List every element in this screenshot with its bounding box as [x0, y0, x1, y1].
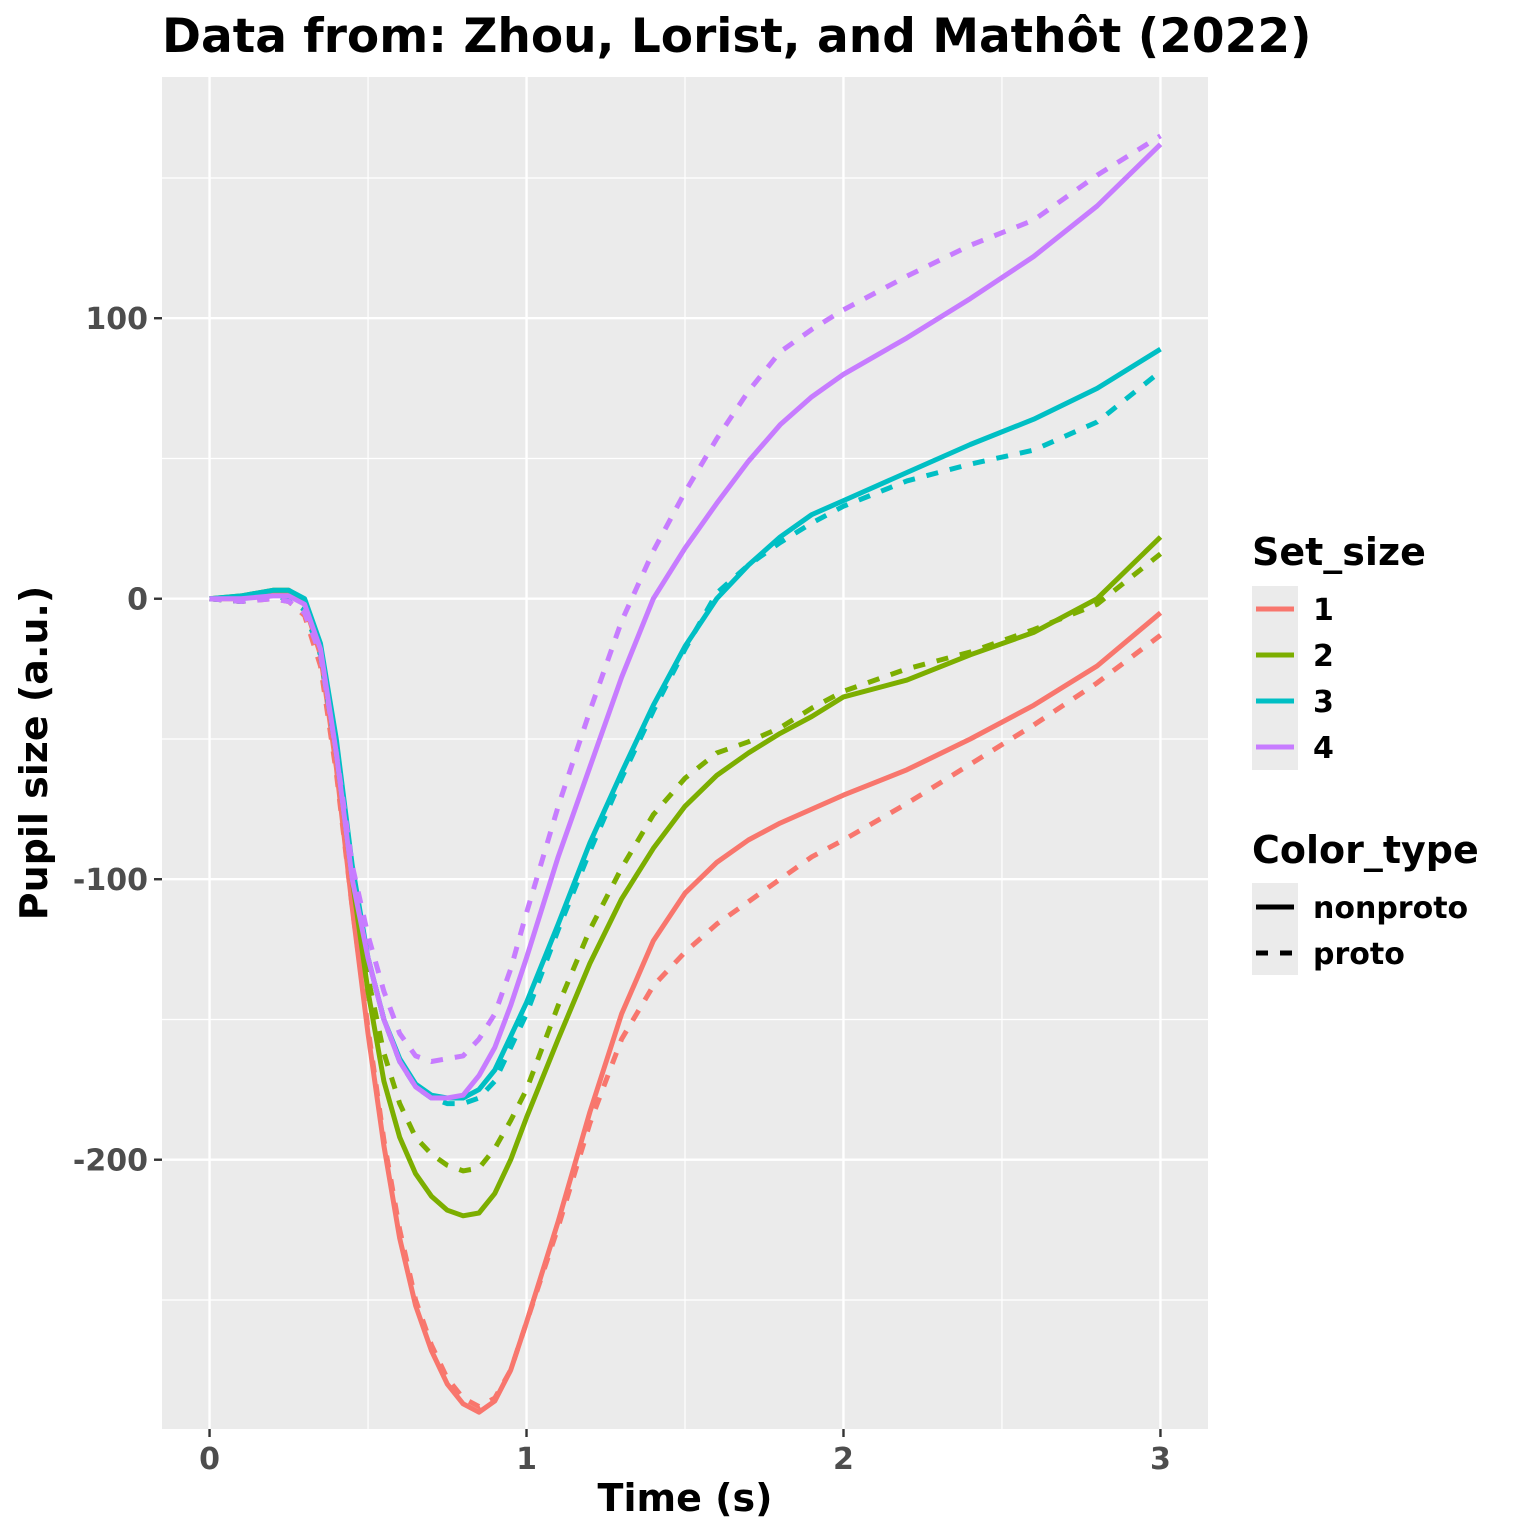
legend-label-setsize: 1 — [1313, 593, 1334, 628]
x-axis-title: Time (s) — [598, 1476, 773, 1520]
series-line-setsize-4-proto — [209, 133, 1162, 1064]
legend-label-setsize: 2 — [1313, 639, 1334, 674]
x-tick-label: 1 — [516, 1442, 537, 1477]
y-axis-title: Pupil size (a.u.) — [12, 586, 56, 920]
x-tick-label: 0 — [199, 1442, 220, 1477]
y-tick-label: -100 — [73, 863, 148, 898]
grid-lines — [162, 77, 1208, 1429]
legend-label-colortype: proto — [1313, 937, 1405, 972]
legend-color-type-key-bg — [1252, 883, 1298, 975]
axis-ticks: 0 1 2 3 100 0 -100 -200 — [73, 302, 1171, 1477]
legend-label-setsize: 3 — [1313, 685, 1334, 720]
data-series-lines — [209, 133, 1163, 1415]
series-line-setsize-4-nonproto — [209, 142, 1163, 1101]
legend-color-type: Color_type nonproto proto — [1252, 828, 1479, 975]
legend-set-size: Set_size 1 2 3 4 — [1252, 530, 1426, 770]
legend-set-size-title: Set_size — [1252, 530, 1426, 574]
y-tick-label: -200 — [73, 1144, 148, 1179]
legend-color-type-title: Color_type — [1252, 828, 1479, 872]
x-tick-label: 2 — [833, 1442, 854, 1477]
chart-title: Data from: Zhou, Lorist, and Mathôt (202… — [162, 9, 1312, 64]
legend-set-size-key-bg — [1252, 586, 1298, 770]
y-tick-label: 100 — [85, 302, 148, 337]
legend-label-colortype: nonproto — [1313, 891, 1468, 926]
x-tick-label: 3 — [1150, 1442, 1171, 1477]
y-tick-label: 0 — [127, 583, 148, 618]
legend-label-setsize: 4 — [1313, 731, 1334, 766]
